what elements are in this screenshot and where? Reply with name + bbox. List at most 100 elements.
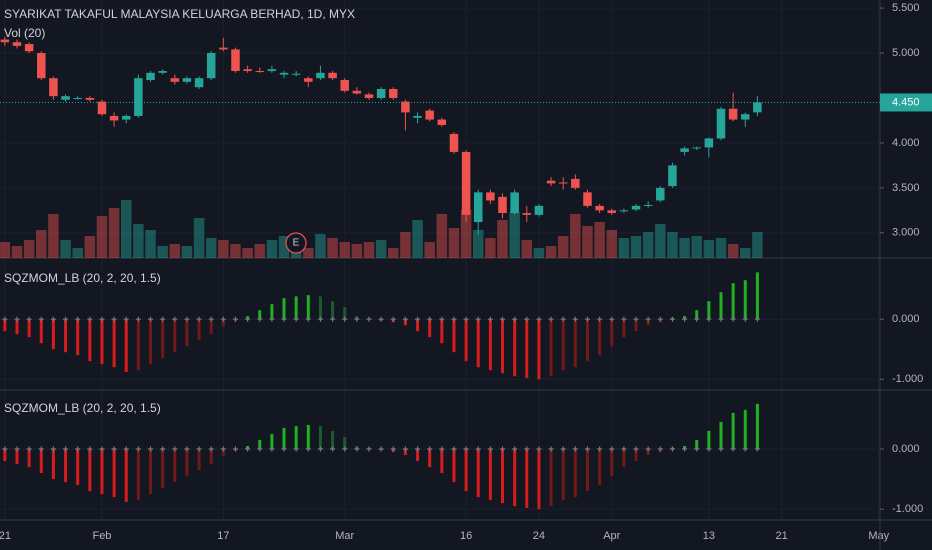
momentum-bar: [403, 448, 407, 455]
volume-bar: [351, 244, 363, 258]
volume-bar: [642, 232, 654, 258]
squeeze-dot: [500, 446, 506, 452]
squeeze-dot: [317, 316, 323, 322]
squeeze-dot: [38, 446, 44, 452]
squeeze-dot: [694, 446, 700, 452]
squeeze-dot: [354, 446, 360, 452]
momentum-bar: [537, 319, 541, 380]
squeeze-dot: [184, 316, 190, 322]
candle-body: [0, 39, 10, 43]
indicator-title: SQZMOM_LB (20, 2, 20, 1.5): [4, 271, 161, 285]
squeeze-dot: [706, 446, 712, 452]
squeeze-dot: [633, 446, 639, 452]
squeeze-dot: [38, 316, 44, 322]
momentum-bar: [282, 427, 286, 449]
momentum-bar: [743, 409, 747, 449]
squeeze-dot: [512, 316, 518, 322]
momentum-bar: [476, 319, 480, 368]
squeeze-dot: [463, 316, 469, 322]
squeeze-dot: [584, 316, 590, 322]
momentum-bar: [64, 319, 68, 353]
momentum-bar: [161, 448, 165, 489]
momentum-bar: [561, 319, 565, 371]
momentum-bar: [136, 319, 140, 371]
volume-bar: [84, 236, 96, 258]
candle-body: [631, 205, 641, 210]
volume-bar: [460, 210, 472, 258]
squeeze-dot: [475, 316, 481, 322]
momentum-bar: [501, 448, 505, 504]
candle-body: [510, 192, 519, 214]
candle-body: [206, 53, 216, 79]
squeeze-dot: [148, 446, 154, 452]
momentum-bar: [318, 426, 322, 449]
squeeze-dot: [208, 316, 214, 322]
squeeze-dot: [317, 446, 323, 452]
squeeze-dot: [621, 316, 627, 322]
momentum-bar: [719, 421, 723, 449]
squeeze-dot: [111, 446, 117, 452]
squeeze-dot: [196, 316, 202, 322]
momentum-bar: [707, 430, 711, 449]
candle-body: [449, 133, 459, 152]
candle-body: [121, 115, 131, 120]
volume-bar: [363, 242, 375, 258]
candle-body: [583, 192, 592, 206]
momentum-bar: [149, 448, 153, 495]
momentum-bar: [294, 426, 298, 449]
momentum-bar: [634, 448, 638, 462]
squeeze-dot: [439, 446, 445, 452]
volume-bar: [120, 200, 132, 258]
momentum-bar: [755, 403, 759, 449]
momentum-bar: [15, 319, 19, 335]
momentum-bar: [124, 319, 128, 372]
squeeze-dot: [512, 446, 518, 452]
volume-bar: [23, 240, 35, 258]
squeeze-dot: [500, 316, 506, 322]
squeeze-dot: [26, 446, 32, 452]
volume-bar: [570, 214, 581, 258]
momentum-bar: [100, 319, 104, 365]
y-tick-label: 5.000: [892, 47, 920, 59]
momentum-bar: [27, 448, 31, 468]
momentum-bar: [440, 448, 444, 474]
candle-body: [595, 205, 604, 211]
squeeze-dot: [597, 316, 603, 322]
squeeze-dot: [742, 446, 748, 452]
momentum-bar: [719, 292, 723, 320]
momentum-bar: [440, 319, 444, 344]
momentum-bar: [306, 295, 310, 320]
momentum-bar: [343, 436, 347, 449]
momentum-bar: [610, 448, 614, 477]
momentum-bar: [646, 319, 650, 326]
squeeze-dot: [269, 316, 275, 322]
squeeze-dot: [354, 316, 360, 322]
squeeze-dot: [669, 446, 675, 452]
volume-bar: [424, 242, 435, 258]
squeeze-dot: [451, 316, 457, 322]
volume-bar: [266, 240, 278, 258]
momentum-bar: [15, 448, 19, 465]
volume-bar: [254, 244, 266, 258]
candle-body: [97, 101, 107, 115]
x-tick-label: Feb: [92, 530, 111, 542]
candle-body: [73, 97, 82, 99]
candle-body: [498, 196, 507, 214]
squeeze-dot: [718, 316, 724, 322]
momentum-bar: [464, 448, 468, 492]
volume-bar: [60, 240, 71, 258]
momentum-bar: [124, 448, 128, 502]
squeeze-dot: [208, 446, 214, 452]
squeeze-dot: [281, 446, 287, 452]
squeeze-dot: [245, 446, 251, 452]
squeeze-dot: [232, 316, 238, 322]
candle-body: [389, 88, 398, 98]
squeeze-dot: [694, 316, 700, 322]
candle-body: [473, 192, 483, 223]
squeeze-dot: [342, 316, 348, 322]
momentum-bar: [731, 412, 735, 449]
momentum-bar: [173, 319, 177, 353]
momentum-bar: [270, 304, 274, 320]
candle-body: [49, 78, 58, 97]
squeeze-dot: [548, 446, 554, 452]
